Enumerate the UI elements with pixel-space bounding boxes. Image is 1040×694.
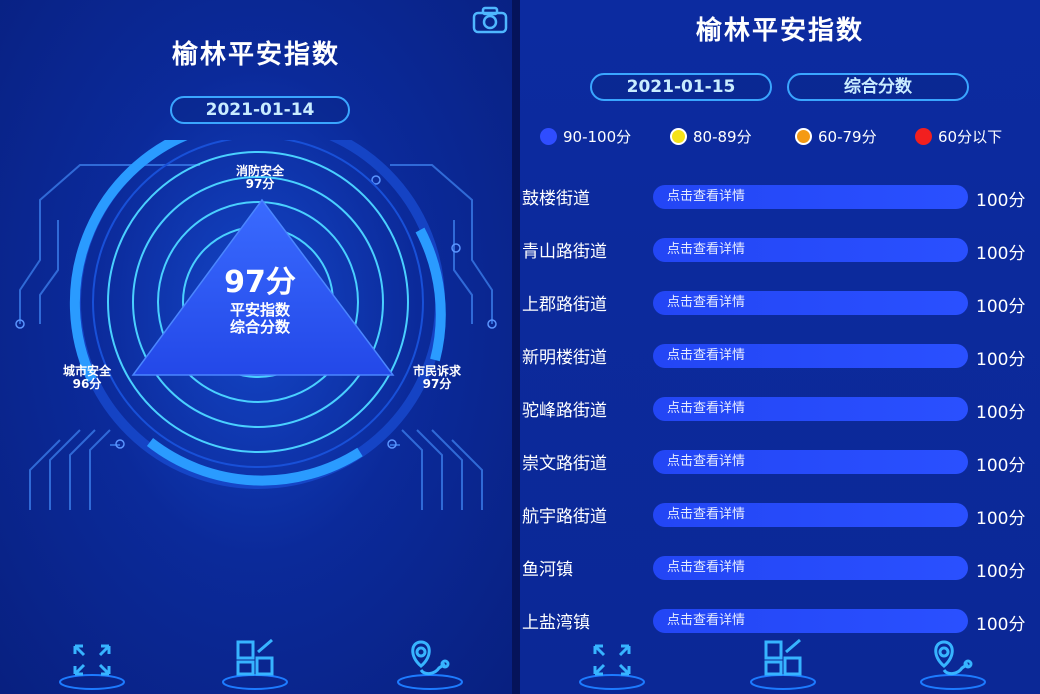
district-score: 100分 — [976, 456, 1026, 476]
view-details-button[interactable]: 点击查看详情 — [653, 238, 968, 262]
location-icon[interactable] — [918, 636, 988, 690]
bottom-nav — [0, 634, 512, 694]
view-details-button[interactable]: 点击查看详情 — [653, 397, 968, 421]
list-item: 青山路街道 点击查看详情 100分 — [520, 235, 1040, 265]
vertex-fire-safety: 消防安全 97分 — [210, 165, 310, 191]
legend-dot — [915, 128, 932, 145]
list-item: 航宇路街道 点击查看详情 100分 — [520, 500, 1040, 530]
legend-label: 90-100分 — [563, 128, 632, 146]
score-legend: 90-100分 80-89分 60-79分 60分以下 — [540, 126, 1030, 146]
district-name: 崇文路街道 — [522, 454, 607, 474]
legend-dot — [670, 128, 687, 145]
district-score: 100分 — [976, 509, 1026, 529]
legend-label: 60-79分 — [818, 128, 877, 146]
date-selector[interactable]: 2021-01-15 — [590, 73, 772, 101]
legend-dot — [795, 128, 812, 145]
district-score: 100分 — [976, 562, 1026, 582]
vertex-citizen-appeal: 市民诉求 97分 — [392, 365, 482, 391]
district-name: 航宇路街道 — [522, 507, 607, 527]
bottom-nav — [520, 634, 1040, 694]
page-title: 榆林平安指数 — [695, 16, 864, 46]
vertex-label: 城市安全 — [62, 364, 111, 378]
vertex-city-safety: 城市安全 96分 — [42, 365, 132, 391]
list-item: 上盐湾镇 点击查看详情 100分 — [520, 606, 1040, 636]
expand-icon[interactable] — [577, 636, 647, 690]
page-title: 榆林平安指数 — [171, 40, 340, 70]
list-item: 崇文路街道 点击查看详情 100分 — [520, 447, 1040, 477]
list-item: 鱼河镇 点击查看详情 100分 — [520, 553, 1040, 583]
district-name: 鼓楼街道 — [522, 189, 590, 209]
dashboard-icon[interactable] — [748, 636, 818, 690]
district-score: 100分 — [976, 403, 1026, 423]
district-name: 上郡路街道 — [522, 295, 607, 315]
legend-item: 90-100分 — [540, 126, 631, 147]
district-score: 100分 — [976, 350, 1026, 370]
district-name: 新明楼街道 — [522, 348, 607, 368]
camera-icon[interactable] — [472, 6, 508, 34]
view-details-button[interactable]: 点击查看详情 — [653, 185, 968, 209]
district-name: 驼峰路街道 — [522, 401, 607, 421]
list-item: 鼓楼街道 点击查看详情 100分 — [520, 182, 1040, 212]
vertex-score: 97分 — [422, 377, 452, 391]
view-details-button[interactable]: 点击查看详情 — [653, 291, 968, 315]
district-score: 100分 — [976, 244, 1026, 264]
district-score: 100分 — [976, 191, 1026, 211]
expand-icon[interactable] — [57, 636, 127, 690]
district-score: 100分 — [976, 615, 1026, 635]
score-label-line2: 综合分数 — [229, 318, 290, 336]
district-name: 青山路街道 — [522, 242, 607, 262]
vertex-score: 96分 — [72, 377, 102, 391]
overall-score-label: 平安指数 综合分数 — [200, 302, 320, 336]
view-details-button[interactable]: 点击查看详情 — [653, 609, 968, 633]
view-details-button[interactable]: 点击查看详情 — [653, 503, 968, 527]
district-name: 鱼河镇 — [522, 560, 573, 580]
list-item: 驼峰路街道 点击查看详情 100分 — [520, 394, 1040, 424]
legend-item: 60-79分 — [795, 126, 877, 147]
legend-dot — [540, 128, 557, 145]
vertex-label: 市民诉求 — [412, 364, 461, 378]
district-score: 100分 — [976, 297, 1026, 317]
list-item: 新明楼街道 点击查看详情 100分 — [520, 341, 1040, 371]
district-name: 上盐湾镇 — [522, 613, 590, 633]
view-details-button[interactable]: 点击查看详情 — [653, 344, 968, 368]
left-panel: 榆林平安指数 2021-01-14 — [0, 0, 512, 694]
overall-score: 97分 — [224, 265, 296, 300]
mode-selector[interactable]: 综合分数 — [787, 73, 969, 101]
list-item: 上郡路街道 点击查看详情 100分 — [520, 288, 1040, 318]
view-details-button[interactable]: 点击查看详情 — [653, 556, 968, 580]
legend-item: 80-89分 — [670, 126, 752, 147]
vertex-label: 消防安全 — [235, 164, 284, 178]
date-selector[interactable]: 2021-01-14 — [170, 96, 350, 124]
panel-divider — [512, 0, 520, 694]
legend-label: 80-89分 — [693, 128, 752, 146]
dashboard-icon[interactable] — [220, 636, 290, 690]
legend-label: 60分以下 — [938, 128, 1003, 146]
location-icon[interactable] — [395, 636, 465, 690]
legend-item: 60分以下 — [915, 126, 1002, 147]
radar-graphic — [15, 140, 497, 510]
vertex-score: 97分 — [245, 177, 275, 191]
score-label-line1: 平安指数 — [229, 301, 290, 319]
view-details-button[interactable]: 点击查看详情 — [653, 450, 968, 474]
right-panel: 榆林平安指数 2021-01-15 综合分数 90-100分 80-89分 60… — [520, 0, 1040, 694]
